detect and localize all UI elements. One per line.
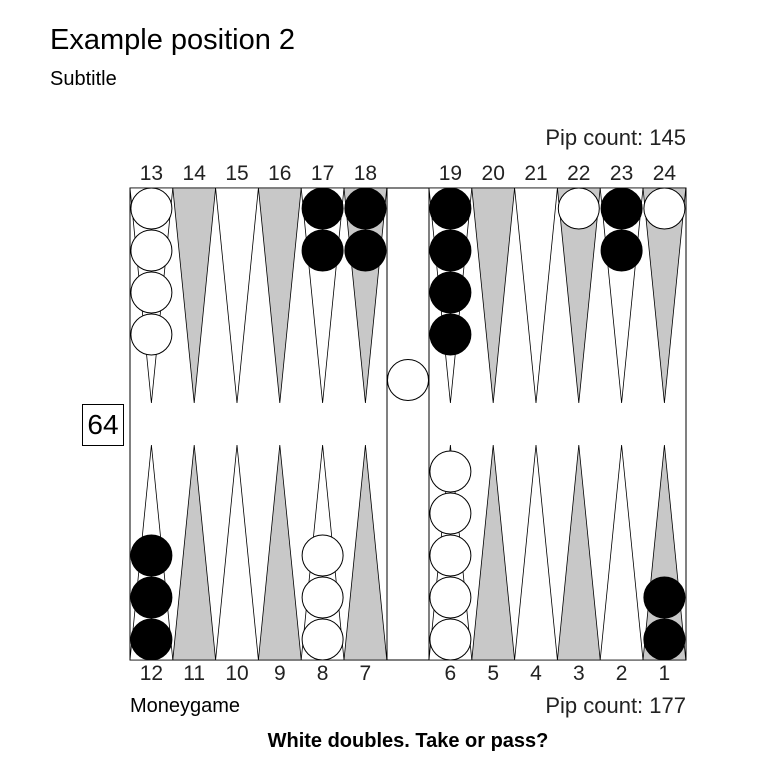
black-checker-point-19[interactable] xyxy=(429,187,472,230)
point-2[interactable] xyxy=(599,444,644,661)
white-checker-point-13[interactable] xyxy=(130,229,173,272)
black-checker-point-19[interactable] xyxy=(429,271,472,314)
white-checker-point-8[interactable] xyxy=(301,576,344,619)
black-checker-point-23[interactable] xyxy=(600,229,643,272)
white-checker-point-8[interactable] xyxy=(301,618,344,661)
white-checker-point-6[interactable] xyxy=(429,618,472,661)
black-checker-point-19[interactable] xyxy=(429,229,472,272)
point-label-1: 1 xyxy=(659,662,671,685)
white-checker-point-24[interactable] xyxy=(643,187,686,230)
point-label-17: 17 xyxy=(311,162,334,185)
black-checker-point-17[interactable] xyxy=(301,229,344,272)
point-label-13: 13 xyxy=(140,162,163,185)
white-checker-point-13[interactable] xyxy=(130,271,173,314)
point-label-21: 21 xyxy=(524,162,547,185)
black-checker-point-1[interactable] xyxy=(643,618,686,661)
page-subtitle: Subtitle xyxy=(50,68,117,90)
point-3[interactable] xyxy=(556,444,601,661)
point-label-20: 20 xyxy=(482,162,505,185)
black-checker-point-1[interactable] xyxy=(643,576,686,619)
point-7[interactable] xyxy=(343,444,388,661)
black-checker-point-12[interactable] xyxy=(130,534,173,577)
point-label-22: 22 xyxy=(567,162,590,185)
black-checker-point-12[interactable] xyxy=(130,576,173,619)
point-label-11: 11 xyxy=(183,662,205,685)
point-label-3: 3 xyxy=(573,662,585,685)
point-label-10: 10 xyxy=(225,662,248,685)
point-label-9: 9 xyxy=(274,662,286,685)
point-20[interactable] xyxy=(471,187,516,404)
point-label-19: 19 xyxy=(439,162,462,185)
point-label-24: 24 xyxy=(653,162,677,185)
point-label-16: 16 xyxy=(268,162,291,185)
point-label-5: 5 xyxy=(487,662,499,685)
black-checker-point-17[interactable] xyxy=(301,187,344,230)
point-label-18: 18 xyxy=(354,162,377,185)
point-label-7: 7 xyxy=(360,662,372,685)
bar[interactable] xyxy=(386,187,430,661)
white-checker-point-13[interactable] xyxy=(130,313,173,356)
point-10[interactable] xyxy=(215,444,259,661)
point-label-15: 15 xyxy=(225,162,248,185)
point-label-2: 2 xyxy=(616,662,628,685)
point-label-4: 4 xyxy=(530,662,542,685)
pip-count-bottom: Pip count: 177 xyxy=(545,693,686,718)
point-15[interactable] xyxy=(215,187,259,404)
point-label-6: 6 xyxy=(445,662,457,685)
pip-count-top: Pip count: 145 xyxy=(545,125,686,150)
white-checker-point-22[interactable] xyxy=(557,187,600,230)
white-checker-point-6[interactable] xyxy=(429,576,472,619)
doubling-cube[interactable]: 64 xyxy=(82,404,124,446)
point-16[interactable] xyxy=(257,187,302,404)
point-label-8: 8 xyxy=(317,662,329,685)
white-checker-point-6[interactable] xyxy=(429,534,472,577)
black-checker-point-18[interactable] xyxy=(344,229,387,272)
black-checker-point-23[interactable] xyxy=(600,187,643,230)
black-checker-point-12[interactable] xyxy=(130,618,173,661)
point-14[interactable] xyxy=(172,187,217,404)
point-label-14: 14 xyxy=(183,162,207,185)
white-checker-bar[interactable] xyxy=(387,359,429,401)
point-label-12: 12 xyxy=(140,662,163,685)
white-checker-point-8[interactable] xyxy=(301,534,344,577)
question-text: White doubles. Take or pass? xyxy=(267,730,549,752)
point-label-23: 23 xyxy=(610,162,633,185)
black-checker-point-18[interactable] xyxy=(344,187,387,230)
game-type-label: Moneygame xyxy=(130,695,241,717)
point-21[interactable] xyxy=(514,187,558,404)
black-checker-point-19[interactable] xyxy=(429,313,472,356)
point-11[interactable] xyxy=(172,444,217,661)
white-checker-point-6[interactable] xyxy=(429,450,472,493)
page-title: Example position 2 xyxy=(50,24,296,56)
white-checker-point-6[interactable] xyxy=(429,492,472,535)
point-5[interactable] xyxy=(471,444,516,661)
point-9[interactable] xyxy=(257,444,302,661)
point-4[interactable] xyxy=(514,444,558,661)
white-checker-point-13[interactable] xyxy=(130,187,173,230)
